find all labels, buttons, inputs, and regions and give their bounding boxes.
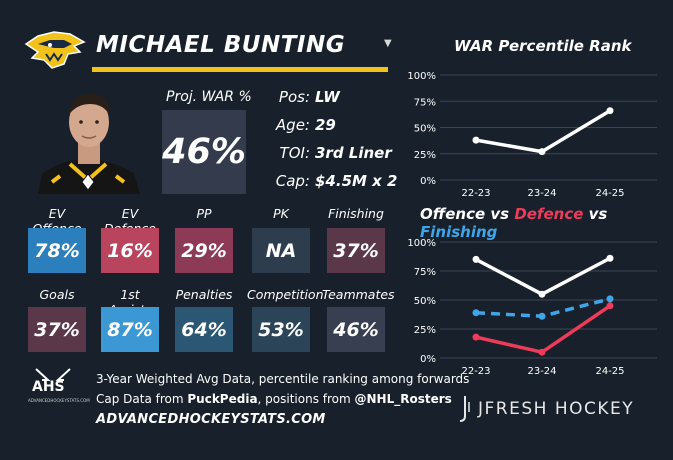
ovd-title-offence: Offence [420,205,486,223]
y-tick-label: 50% [414,124,436,135]
ahs-sticks-icon [35,368,71,381]
footer-website[interactable]: ADVANCEDHOCKEYSTATS.COM [96,412,326,427]
ovd-title-finishing: Finishing [420,223,498,241]
y-tick-label: 100% [407,71,436,82]
data-point [538,312,546,320]
credits-puckpedia: PuckPedia [187,392,258,406]
credits-prefix: Cap Data from [96,392,188,406]
info-age-label: Age: [275,116,310,134]
stat-label-pp: PP [196,206,212,221]
x-tick-label: 24-25 [595,366,624,377]
series-line [475,256,611,296]
ovd-title-defence: Defence [514,205,584,223]
brand-name: JFRESH HOCKEY [478,399,635,419]
y-tick-label: 100% [407,238,436,249]
footer-credits: Cap Data from PuckPedia, positions from … [96,392,452,406]
data-point [606,295,614,303]
proj-war-value: 46% [162,110,246,194]
y-tick-label: 25% [414,325,436,336]
y-tick-label: 0% [420,176,436,187]
data-point [472,136,480,144]
stat-box-competition: 53% [252,307,310,352]
ovd-chart-title: Offence vs Defence vs Finishing [420,205,673,241]
stat-box-pk: NA [252,228,310,273]
data-point [606,302,614,310]
stat-label-pk: PK [273,206,289,221]
name-underline [92,67,388,72]
ahs-logo-text: AHS [32,379,65,395]
stat-box-goals: 37% [28,307,86,352]
data-point [538,348,546,356]
credits-handle: @NHL_Rosters [354,392,452,406]
x-tick-label: 23-24 [527,188,556,199]
y-tick-label: 75% [414,97,436,108]
info-toi-label: TOI: [279,144,310,162]
info-pos-value: LW [315,88,340,106]
stat-box-ev-defence: 16% [101,228,159,273]
stat-label-penalties: Penalties [175,287,233,302]
player-name: MICHAEL BUNTING [96,32,346,58]
info-pos-label: Pos: [278,88,310,106]
team-logo [24,31,86,69]
series-line [475,109,611,154]
info-cap-label: Cap: [275,172,310,190]
x-tick-label: 24-25 [595,188,624,199]
stat-box-penalties: 64% [175,307,233,352]
y-tick-label: 0% [420,354,436,365]
war-percentile-chart: 0% 25% 50% 75% 100% 22-23 23-24 24-25 [407,71,657,199]
stat-label-competition: Competition [247,287,324,302]
offence-defence-finishing-chart: 0% 25% 50% 75% 100% 22-23 23-24 24-25 [407,238,657,377]
player-headshot [38,94,140,194]
stat-box-ev-offence: 78% [28,228,86,273]
x-tick-label: 22-23 [461,188,490,199]
data-point [606,254,614,262]
chevron-down-icon[interactable]: ▼ [384,38,392,49]
data-point [538,148,546,156]
footer-note: 3-Year Weighted Avg Data, percentile ran… [96,372,470,386]
y-tick-label: 50% [414,296,436,307]
info-age-value: 29 [315,116,336,134]
stat-label-finishing: Finishing [328,206,384,221]
y-tick-label: 25% [414,150,436,161]
data-point [606,107,614,115]
data-point [472,255,480,263]
stat-box-pp: 29% [175,228,233,273]
data-point [472,309,480,317]
ahs-logo: AHS ADVANCEDHOCKEYSTATS.COM [28,368,90,420]
data-point [472,333,480,341]
y-tick-label: 75% [414,267,436,278]
credits-mid: , positions from [257,392,355,406]
stat-box-teammates: 46% [327,307,385,352]
proj-war-label: Proj. WAR % [166,89,252,105]
x-tick-label: 23-24 [527,366,556,377]
ovd-title-vs-1: vs [485,205,515,223]
war-chart-title: WAR Percentile Rank [454,37,632,55]
stat-box-1st-assists: 87% [101,307,159,352]
info-toi-value: 3rd Liner [315,144,392,162]
ovd-title-vs-2: vs [583,205,608,223]
hockey-stick-icon [459,396,470,422]
stat-box-finishing: 37% [327,228,385,273]
stat-label-teammates: Teammates [322,287,395,302]
data-point [538,290,546,298]
ahs-logo-subtext: ADVANCEDHOCKEYSTATS.COM [28,398,90,403]
info-cap-value: $4.5M x 2 [315,172,398,190]
x-tick-label: 22-23 [461,366,490,377]
stat-label-goals: Goals [39,287,75,302]
